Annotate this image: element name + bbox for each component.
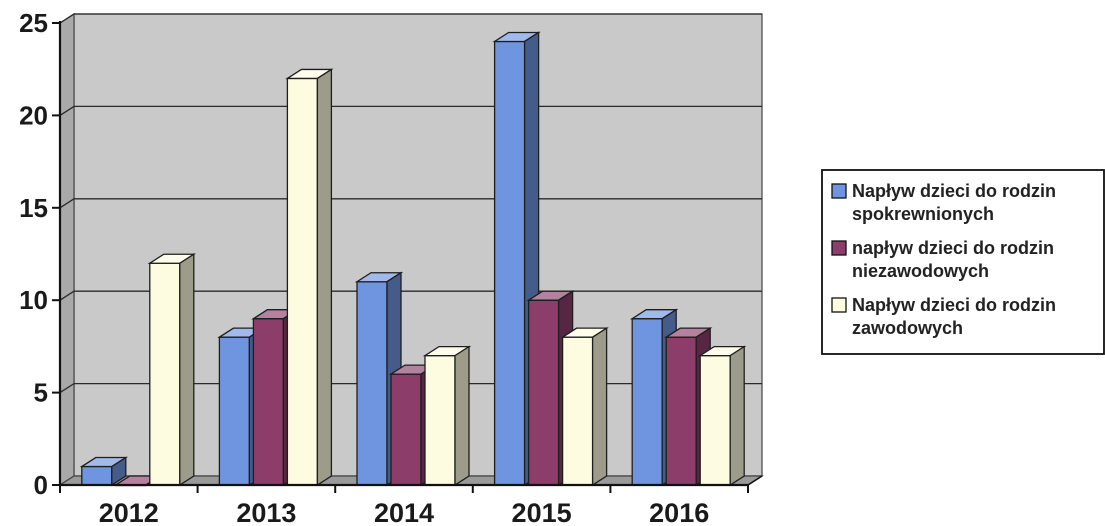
- bars: [79, 31, 747, 487]
- floor-edge: [747, 475, 763, 486]
- legend-item: Napływ dzieci do rodzin zawodowych: [831, 295, 1056, 338]
- y-tick-label: 10: [19, 285, 48, 315]
- x-tick-label: 2015: [512, 498, 572, 526]
- legend-label: napływ dzieci do rodzin: [852, 238, 1054, 258]
- x-axis-tick-labels: 2012 2013 2014 2015 2016: [99, 498, 709, 526]
- bar: [285, 68, 334, 487]
- side-wall: [59, 12, 75, 487]
- legend-label: Napływ dzieci do rodzin: [852, 181, 1056, 201]
- bar: [147, 253, 197, 487]
- y-axis-tick-labels: 0 5 10 15 20 25: [19, 8, 48, 500]
- x-tick-label: 2014: [374, 498, 434, 526]
- legend-label: Napływ dzieci do rodzin: [852, 295, 1056, 315]
- legend-item: napływ dzieci do rodzin niezawodowych: [831, 238, 1054, 281]
- legend-swatch: [831, 297, 847, 313]
- legend-item: Napływ dzieci do rodzin spokrewnionych: [831, 181, 1056, 224]
- bar: [697, 345, 747, 487]
- legend-label: spokrewnionych: [852, 204, 994, 224]
- y-tick-label: 25: [19, 8, 48, 38]
- x-tick-label: 2016: [649, 498, 709, 526]
- y-tick-label: 5: [34, 378, 48, 408]
- y-tick-label: 0: [34, 470, 48, 500]
- y-tick-label: 20: [19, 100, 48, 130]
- bar: [79, 456, 129, 487]
- bar: [560, 326, 609, 487]
- y-tick-label: 15: [19, 193, 48, 223]
- legend: Napływ dzieci do rodzin spokrewnionych nap…: [821, 169, 1105, 355]
- gridline: [59, 13, 762, 24]
- legend-swatch: [831, 240, 847, 256]
- axes: [52, 21, 763, 493]
- x-tick-label: 2013: [236, 498, 296, 526]
- x-tick-label: 2012: [99, 498, 159, 526]
- legend-box: [821, 169, 1105, 355]
- legend-swatch: [831, 183, 847, 199]
- bar: [422, 345, 472, 487]
- legend-label: niezawodowych: [852, 261, 989, 281]
- legend-label: zawodowych: [852, 318, 963, 338]
